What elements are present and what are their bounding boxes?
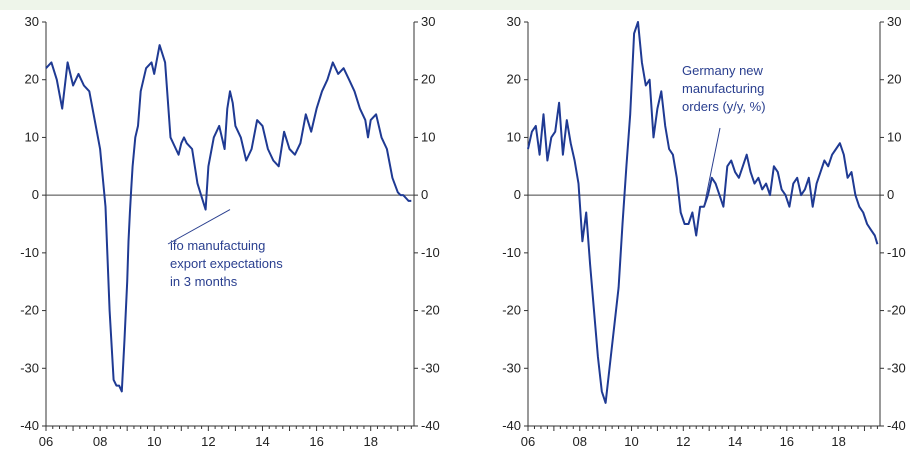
x-tick-label: 06 (521, 434, 535, 449)
y-tick-label-right: -10 (887, 245, 906, 260)
y-tick-label-left: 20 (507, 72, 521, 87)
y-tick-label-right: 10 (887, 129, 901, 144)
x-tick-label: 08 (93, 434, 107, 449)
y-tick-label-right: -40 (421, 418, 440, 433)
x-tick-label: 18 (363, 434, 377, 449)
x-tick-label: 10 (147, 434, 161, 449)
y-tick-label-left: -10 (502, 245, 521, 260)
y-tick-label-right: -20 (421, 303, 440, 318)
x-tick-label: 10 (624, 434, 638, 449)
y-tick-label-left: -30 (502, 360, 521, 375)
y-tick-label-right: 20 (887, 72, 901, 87)
annotation-text: export expectations (170, 256, 283, 271)
y-tick-label-right: 30 (421, 14, 435, 29)
series-line (527, 21, 879, 404)
y-tick-label-right: -30 (887, 360, 906, 375)
y-tick-label-right: 0 (421, 187, 428, 202)
series-line (45, 44, 412, 393)
y-tick-label-left: 30 (25, 14, 39, 29)
x-tick-label: 16 (780, 434, 794, 449)
y-tick-label-right: 20 (421, 72, 435, 87)
annotation-text: orders (y/y, %) (682, 99, 766, 114)
y-tick-label-right: 10 (421, 129, 435, 144)
x-tick-label: 12 (201, 434, 215, 449)
annotation-text: manufacturing (682, 81, 764, 96)
x-tick-label: 18 (831, 434, 845, 449)
y-tick-label-left: 20 (25, 72, 39, 87)
y-tick-label-right: -20 (887, 303, 906, 318)
y-tick-label-left: 30 (507, 14, 521, 29)
y-tick-label-right: 30 (887, 14, 901, 29)
y-tick-label-left: -10 (20, 245, 39, 260)
x-tick-label: 14 (728, 434, 742, 449)
y-tick-label-left: -30 (20, 360, 39, 375)
annotation-leader (167, 209, 231, 245)
x-tick-label: 06 (39, 434, 53, 449)
y-tick-label-left: 0 (514, 187, 521, 202)
x-tick-label: 12 (676, 434, 690, 449)
top-band (0, 0, 910, 10)
y-tick-label-right: -30 (421, 360, 440, 375)
y-tick-label-left: 10 (25, 129, 39, 144)
annotation-leader (703, 127, 721, 207)
x-tick-label: 14 (255, 434, 269, 449)
y-tick-label-left: 10 (507, 129, 521, 144)
annotation-text: ifo manufactuing (170, 238, 265, 253)
y-tick-label-right: -10 (421, 245, 440, 260)
annotation-text: Germany new (682, 63, 764, 78)
y-tick-label-left: -40 (20, 418, 39, 433)
y-tick-label-left: -20 (20, 303, 39, 318)
x-tick-label: 16 (309, 434, 323, 449)
annotation-text: in 3 months (170, 274, 238, 289)
y-tick-label-left: -20 (502, 303, 521, 318)
x-tick-label: 08 (573, 434, 587, 449)
y-tick-label-left: -40 (502, 418, 521, 433)
y-tick-label-right: 0 (887, 187, 894, 202)
y-tick-label-right: -40 (887, 418, 906, 433)
y-tick-label-left: 0 (32, 187, 39, 202)
